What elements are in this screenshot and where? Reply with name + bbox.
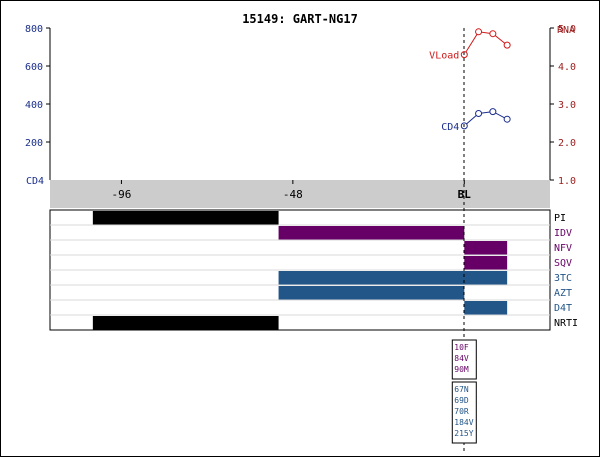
series-point-cd4 [489, 108, 497, 116]
timeline-rows: PI IDV NFV SQV 3TC AZT D4T NRTI [50, 211, 578, 330]
treatment-bar-nrti [92, 316, 279, 330]
treatment-bar-pi [92, 211, 279, 225]
left-axis-label: CD4 [26, 176, 44, 187]
series-point-cd4 [475, 110, 483, 117]
rt-mutation-item: 215Y [454, 429, 473, 438]
series-label-cd4: CD4 [441, 122, 459, 133]
rt-mutation-item: 69D [454, 396, 469, 405]
timeline-label-azt: AZT [554, 288, 572, 299]
treatment-bar-sqv [464, 256, 508, 270]
rt-mutation-item: 67N [454, 385, 469, 394]
lab-plot: 200 400 600 800 1.0 2.0 3.0 4.0 5.0 CD4 RNA VLo… [25, 24, 576, 187]
left-tick-label: 200 [25, 138, 43, 149]
pi-mutation-item: 90M [454, 365, 469, 374]
timeline-label-nfv: NFV [554, 243, 572, 254]
right-tick-label: 2.0 [558, 138, 576, 149]
rt-mutation-box-frame [451, 381, 477, 444]
treatment-bar-nfv [464, 241, 508, 255]
x-axis-band [50, 180, 550, 208]
rt-mutation-item: 184V [454, 418, 473, 427]
timeline-label-nrti: NRTI [554, 318, 578, 329]
right-axis-ticks: 1.0 2.0 3.0 4.0 5.0 [550, 24, 576, 187]
series-layer: VLoad CD4 [429, 28, 511, 133]
treatment-bar-3tc [278, 271, 508, 285]
right-tick-label: 1.0 [558, 176, 576, 187]
left-tick-label: 400 [25, 100, 43, 111]
rt-mutations-box: 67N 69D 70R 184V 215Y [451, 381, 477, 444]
series-point-vload [503, 41, 511, 49]
series-line-cd4 [463, 111, 508, 127]
pi-mutation-box-frame [451, 339, 477, 380]
x-tick-label: -96 [111, 188, 131, 201]
treatment-bar-d4t [464, 301, 508, 315]
timeline-label-3tc: 3TC [554, 273, 572, 284]
treatment-bar-azt [278, 286, 465, 300]
series-point-vload [475, 28, 483, 36]
series-label-vload: VLoad [429, 51, 459, 62]
pi-mutation-item: 10F [454, 343, 469, 352]
timeline-label-d4t: D4T [554, 303, 572, 314]
right-tick-label: 4.0 [558, 62, 576, 73]
pi-mutations-box: 10F 84V 90M [451, 339, 477, 380]
x-tick-label: BL [458, 188, 472, 201]
right-axis-label: RNA [557, 25, 575, 36]
treatment-bar-idv [278, 226, 465, 240]
treatment-timeline: PI IDV NFV SQV 3TC AZT D4T NRTI [49, 209, 578, 331]
timeline-label-idv: IDV [554, 228, 572, 239]
right-tick-label: 5.0 [558, 24, 576, 35]
chart-title: 15149: GART-NG17 [242, 12, 358, 26]
left-tick-label: 800 [25, 24, 43, 35]
pi-mutation-item: 84V [454, 354, 469, 363]
x-axis-ticks: -96 -48 BL [111, 180, 471, 201]
series-line-vload [463, 31, 508, 55]
timeline-label-pi: PI [554, 213, 566, 224]
timeline-label-sqv: SQV [554, 258, 572, 269]
series-point-vload [489, 30, 497, 38]
series-point-cd4 [503, 115, 511, 123]
right-tick-label: 3.0 [558, 100, 576, 111]
rt-mutation-item: 70R [454, 407, 469, 416]
left-tick-label: 600 [25, 62, 43, 73]
x-tick-label: -48 [283, 188, 303, 201]
left-axis-ticks: 200 400 600 800 [25, 24, 50, 149]
